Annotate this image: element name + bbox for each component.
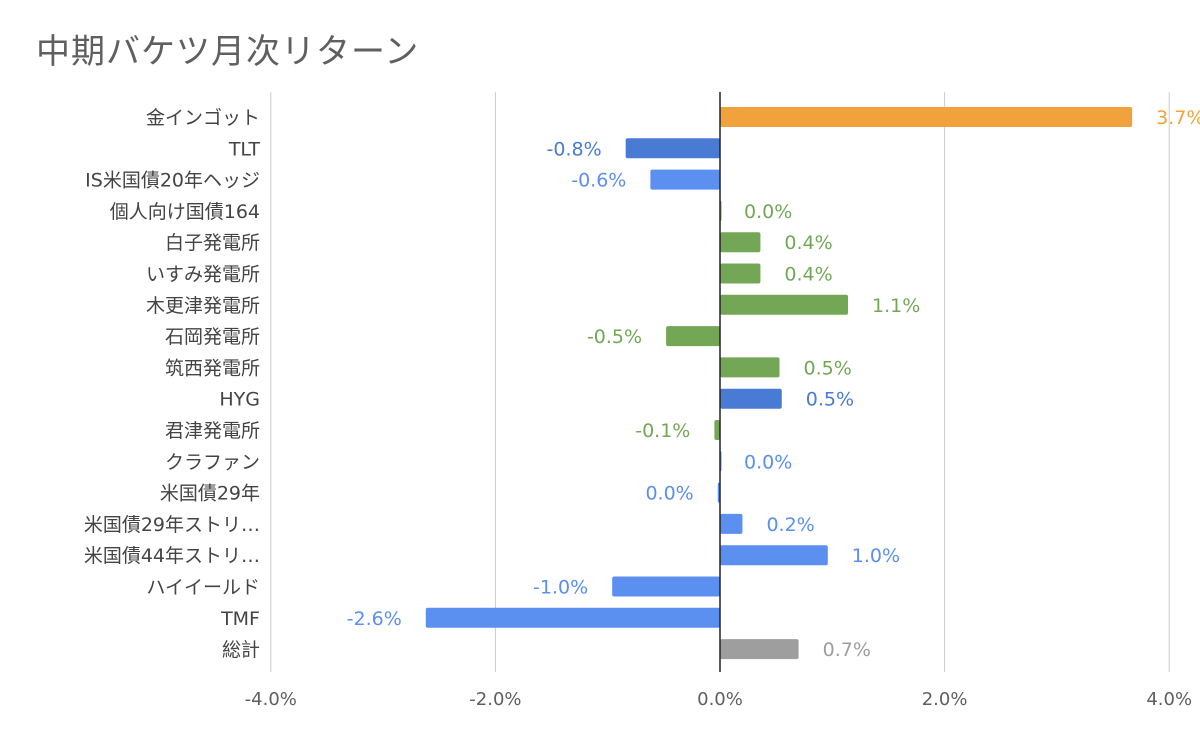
category-label: 米国債44年ストリ… bbox=[84, 545, 260, 567]
grid-lines bbox=[270, 92, 1170, 672]
category-label: 石岡発電所 bbox=[165, 326, 260, 348]
data-label: -2.6% bbox=[347, 608, 402, 630]
category-label: IS米国債20年ヘッジ bbox=[85, 170, 260, 192]
bar bbox=[714, 420, 720, 440]
category-label: 金インゴット bbox=[146, 107, 260, 129]
data-label: 0.0% bbox=[744, 201, 792, 223]
data-label: -0.6% bbox=[571, 170, 626, 192]
category-label: 総計 bbox=[222, 639, 260, 661]
bar bbox=[612, 576, 720, 597]
x-tick-label: 4.0% bbox=[1146, 689, 1192, 710]
x-tick-label: -4.0% bbox=[245, 689, 297, 710]
bar bbox=[720, 513, 743, 534]
category-label: 米国債29年 bbox=[160, 483, 260, 505]
data-label: -1.0% bbox=[533, 577, 588, 599]
data-label: 1.1% bbox=[872, 295, 920, 317]
category-label: 君津発電所 bbox=[165, 420, 260, 442]
data-label: 0.7% bbox=[823, 639, 871, 661]
bar bbox=[720, 107, 1133, 127]
category-label: いすみ発電所 bbox=[146, 264, 260, 286]
data-label: -0.8% bbox=[547, 138, 602, 160]
category-label: HYG bbox=[219, 389, 260, 411]
bar bbox=[720, 294, 849, 315]
data-label: 0.5% bbox=[804, 357, 852, 379]
data-label: 0.5% bbox=[806, 389, 854, 411]
category-label: TLT bbox=[228, 138, 261, 160]
x-tick-label: -2.0% bbox=[469, 689, 521, 710]
category-label: 木更津発電所 bbox=[146, 295, 260, 317]
category-label: 米国債29年ストリ… bbox=[84, 514, 260, 536]
bar bbox=[720, 545, 828, 566]
bar bbox=[720, 357, 780, 378]
category-label: 白子発電所 bbox=[165, 232, 260, 254]
category-label: TMF bbox=[220, 608, 260, 630]
bar bbox=[720, 232, 761, 253]
data-label: 3.7% bbox=[1156, 107, 1200, 129]
data-label: 0.0% bbox=[645, 483, 693, 505]
category-label: ハイイールド bbox=[146, 577, 260, 599]
bar bbox=[425, 607, 720, 628]
bar bbox=[720, 263, 761, 284]
bar bbox=[720, 388, 782, 409]
data-label: 0.2% bbox=[766, 514, 814, 536]
data-label: 0.4% bbox=[784, 232, 832, 254]
category-label: 筑西発電所 bbox=[165, 357, 260, 379]
bar bbox=[650, 169, 720, 190]
bars bbox=[425, 107, 1133, 660]
x-axis-ticks: -4.0% -2.0% 0.0% 2.0% 4.0% bbox=[245, 689, 1192, 710]
data-label: 0.4% bbox=[784, 264, 832, 286]
bar bbox=[666, 326, 720, 347]
x-tick-label: 2.0% bbox=[922, 689, 968, 710]
data-label: -0.5% bbox=[587, 326, 642, 348]
category-label: 個人向け国債164 bbox=[110, 201, 260, 223]
category-label: クラファン bbox=[165, 451, 260, 473]
chart-title: 中期バケツ月次リターン bbox=[36, 32, 420, 72]
data-labels: 3.7% -0.8% -0.6% 0.0% 0.4% 0.4% 1.1% -0.5% 0.5% 0… bbox=[347, 107, 1200, 661]
x-tick-label: 0.0% bbox=[697, 689, 743, 710]
bar bbox=[720, 639, 799, 660]
data-label: -0.1% bbox=[635, 420, 690, 442]
bar bbox=[625, 138, 720, 159]
data-label: 1.0% bbox=[852, 545, 900, 567]
data-label: 0.0% bbox=[744, 451, 792, 473]
